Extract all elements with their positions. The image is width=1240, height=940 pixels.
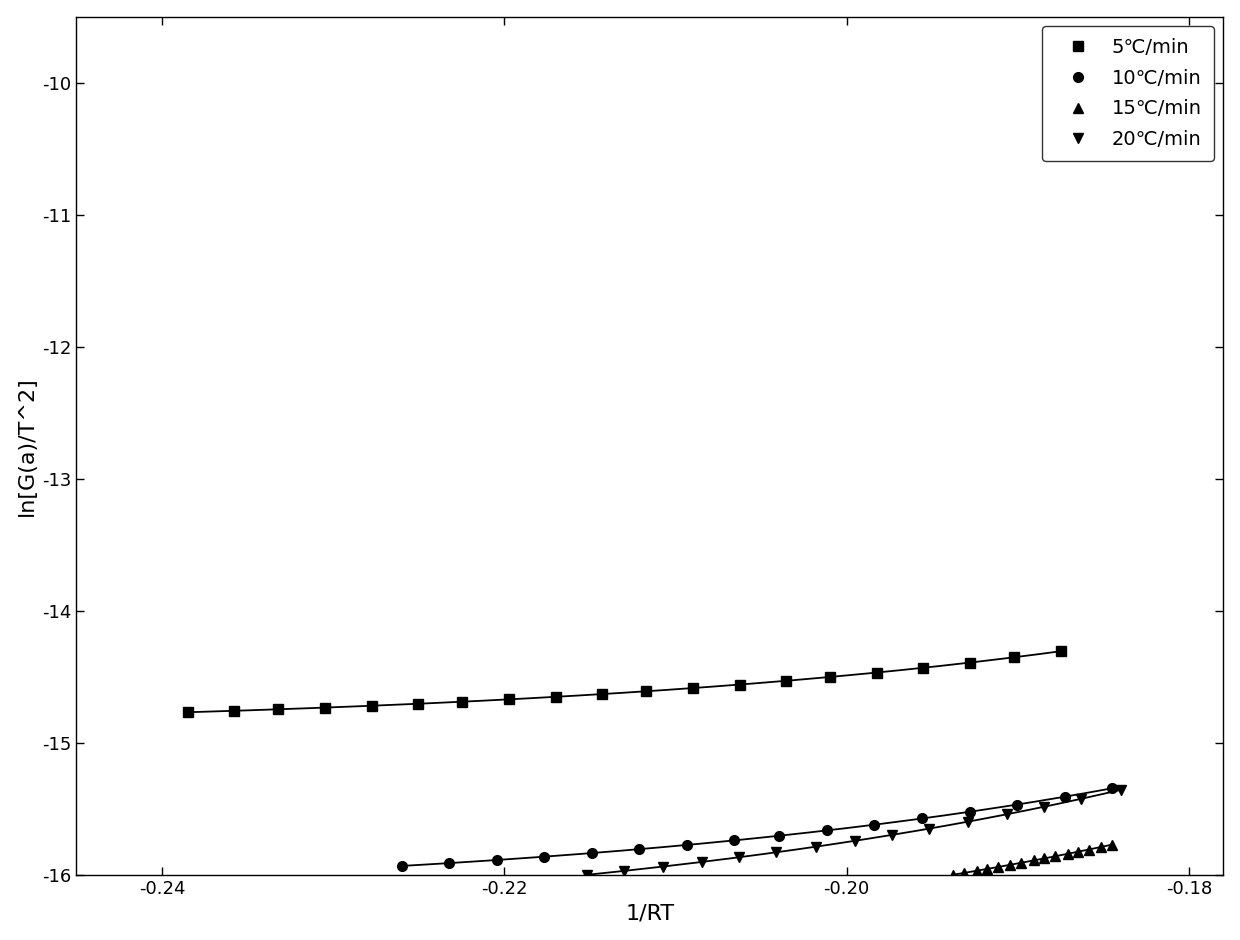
15℃/min: [1105, 839, 1120, 851]
20℃/min: [921, 823, 936, 835]
10℃/min: [915, 813, 930, 824]
X-axis label: 1/RT: 1/RT: [625, 903, 675, 923]
15℃/min: [1013, 857, 1028, 869]
5℃/min: [501, 694, 516, 705]
5℃/min: [779, 675, 794, 686]
Line: 20℃/min: 20℃/min: [582, 785, 1126, 880]
Line: 5℃/min: 5℃/min: [182, 647, 1065, 717]
5℃/min: [916, 662, 931, 673]
20℃/min: [656, 861, 671, 872]
20℃/min: [694, 856, 709, 868]
10℃/min: [1105, 783, 1120, 794]
20℃/min: [616, 866, 631, 877]
10℃/min: [1009, 799, 1024, 810]
20℃/min: [961, 816, 976, 827]
20℃/min: [808, 841, 823, 853]
10℃/min: [584, 848, 599, 859]
15℃/min: [956, 868, 971, 879]
5℃/min: [455, 696, 470, 707]
15℃/min: [1070, 846, 1085, 857]
10℃/min: [962, 807, 977, 818]
15℃/min: [1027, 854, 1042, 866]
5℃/min: [822, 671, 837, 682]
10℃/min: [727, 835, 742, 846]
15℃/min: [1081, 844, 1096, 855]
20℃/min: [1114, 784, 1128, 795]
5℃/min: [869, 666, 884, 678]
5℃/min: [732, 679, 746, 690]
15℃/min: [991, 861, 1006, 872]
20℃/min: [1037, 801, 1052, 812]
Legend: 5℃/min, 10℃/min, 15℃/min, 20℃/min: 5℃/min, 10℃/min, 15℃/min, 20℃/min: [1042, 26, 1214, 161]
Y-axis label: ln[G(a)/T^2]: ln[G(a)/T^2]: [16, 376, 37, 516]
15℃/min: [1037, 853, 1052, 864]
10℃/min: [490, 854, 505, 866]
10℃/min: [773, 830, 787, 841]
5℃/min: [962, 657, 977, 668]
20℃/min: [579, 870, 594, 881]
10℃/min: [632, 843, 647, 854]
15℃/min: [980, 863, 994, 874]
5℃/min: [686, 682, 701, 694]
5℃/min: [548, 691, 563, 702]
5℃/min: [1053, 646, 1068, 657]
15℃/min: [1060, 848, 1075, 859]
15℃/min: [970, 865, 985, 876]
5℃/min: [227, 705, 242, 716]
20℃/min: [1074, 793, 1089, 805]
5℃/min: [317, 702, 332, 713]
20℃/min: [847, 836, 862, 847]
10℃/min: [820, 824, 835, 836]
10℃/min: [537, 851, 552, 862]
5℃/min: [180, 707, 195, 718]
10℃/min: [394, 860, 409, 871]
5℃/min: [410, 698, 425, 710]
5℃/min: [639, 685, 653, 697]
20℃/min: [732, 852, 746, 863]
5℃/min: [1007, 651, 1022, 663]
10℃/min: [867, 819, 882, 830]
Line: 15℃/min: 15℃/min: [949, 839, 1117, 880]
15℃/min: [1094, 841, 1109, 853]
10℃/min: [680, 839, 694, 851]
5℃/min: [595, 688, 610, 699]
15℃/min: [1003, 859, 1018, 870]
10℃/min: [1058, 791, 1073, 803]
20℃/min: [999, 808, 1014, 820]
15℃/min: [1048, 851, 1063, 862]
10℃/min: [441, 857, 456, 869]
20℃/min: [884, 829, 899, 840]
20℃/min: [769, 847, 784, 858]
Line: 10℃/min: 10℃/min: [397, 783, 1117, 870]
5℃/min: [270, 704, 285, 715]
15℃/min: [946, 870, 961, 881]
5℃/min: [365, 700, 379, 712]
